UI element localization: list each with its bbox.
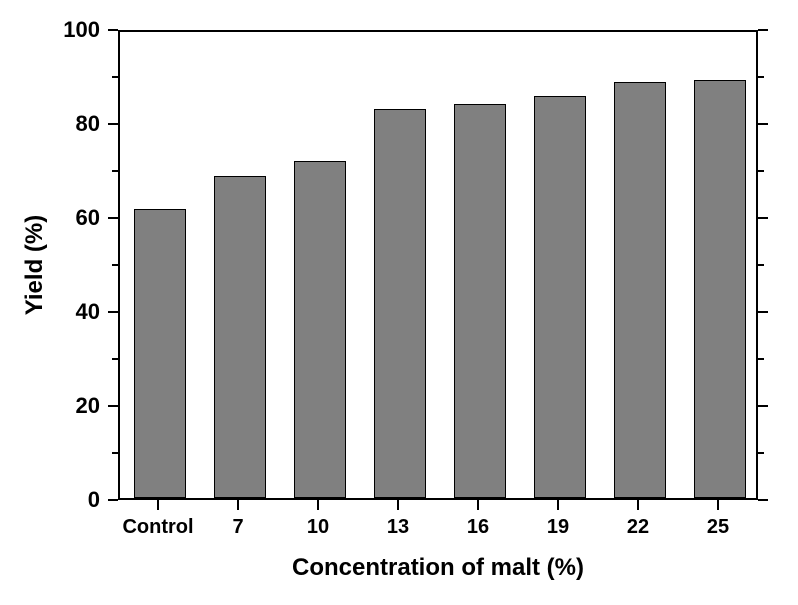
x-axis-title: Concentration of malt (%) bbox=[292, 554, 584, 582]
bar bbox=[214, 176, 267, 498]
bar bbox=[614, 82, 667, 498]
y-tick bbox=[108, 499, 118, 501]
x-tick-label: 25 bbox=[707, 516, 729, 539]
bar bbox=[374, 109, 427, 498]
bar bbox=[294, 161, 347, 498]
y-tick-label: 0 bbox=[0, 487, 100, 513]
y-minor-tick bbox=[758, 170, 764, 172]
y-tick-label: 20 bbox=[0, 393, 100, 419]
x-tick bbox=[637, 500, 639, 510]
y-minor-tick bbox=[758, 264, 764, 266]
y-tick-label: 60 bbox=[0, 205, 100, 231]
y-tick bbox=[758, 405, 768, 407]
bar bbox=[534, 96, 587, 498]
x-tick bbox=[397, 500, 399, 510]
y-minor-tick bbox=[112, 264, 118, 266]
y-tick bbox=[108, 311, 118, 313]
y-minor-tick bbox=[112, 452, 118, 454]
x-tick bbox=[317, 500, 319, 510]
y-tick-label: 40 bbox=[0, 299, 100, 325]
x-tick-label: 10 bbox=[307, 516, 329, 539]
bar bbox=[134, 209, 187, 498]
y-minor-tick bbox=[758, 452, 764, 454]
x-tick-label: 22 bbox=[627, 516, 649, 539]
y-tick bbox=[758, 29, 768, 31]
x-tick bbox=[237, 500, 239, 510]
bar bbox=[454, 104, 507, 498]
bar bbox=[694, 80, 747, 498]
y-minor-tick bbox=[112, 358, 118, 360]
y-tick bbox=[758, 311, 768, 313]
x-tick-label: Control bbox=[122, 516, 193, 539]
y-tick-label: 100 bbox=[0, 17, 100, 43]
y-tick-label: 80 bbox=[0, 111, 100, 137]
y-tick bbox=[758, 217, 768, 219]
x-tick bbox=[157, 500, 159, 510]
y-minor-tick bbox=[112, 76, 118, 78]
y-minor-tick bbox=[758, 358, 764, 360]
x-tick-label: 7 bbox=[232, 516, 243, 539]
x-tick-label: 13 bbox=[387, 516, 409, 539]
x-tick-label: 16 bbox=[467, 516, 489, 539]
x-tick bbox=[477, 500, 479, 510]
y-minor-tick bbox=[112, 170, 118, 172]
y-tick bbox=[108, 123, 118, 125]
x-tick bbox=[557, 500, 559, 510]
y-tick bbox=[758, 499, 768, 501]
y-tick bbox=[108, 405, 118, 407]
bar-chart: Yield (%) Concentration of malt (%) 0204… bbox=[0, 0, 798, 605]
x-tick bbox=[717, 500, 719, 510]
y-tick bbox=[758, 123, 768, 125]
y-tick bbox=[108, 29, 118, 31]
plot-area bbox=[118, 30, 758, 500]
y-minor-tick bbox=[758, 76, 764, 78]
y-tick bbox=[108, 217, 118, 219]
x-tick-label: 19 bbox=[547, 516, 569, 539]
